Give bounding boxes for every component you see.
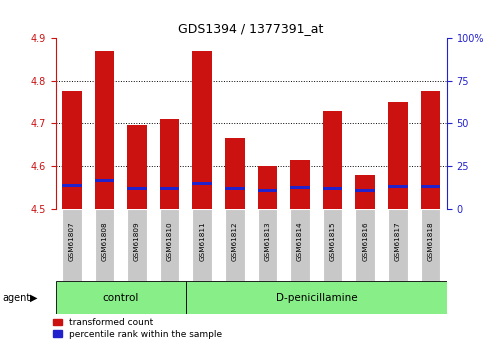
Bar — [323, 209, 342, 281]
Bar — [388, 209, 408, 281]
Bar — [160, 209, 180, 281]
Bar — [128, 209, 147, 281]
Bar — [225, 138, 245, 209]
Bar — [95, 51, 114, 209]
Text: agent: agent — [2, 293, 30, 303]
Bar — [355, 189, 375, 192]
Bar — [193, 51, 212, 209]
Bar — [95, 209, 114, 281]
Bar — [290, 186, 310, 189]
Text: GSM61816: GSM61816 — [362, 221, 368, 261]
Text: GSM61817: GSM61817 — [395, 221, 401, 261]
Text: D-penicillamine: D-penicillamine — [276, 293, 357, 303]
Text: GSM61814: GSM61814 — [297, 221, 303, 261]
Bar — [323, 110, 342, 209]
Bar — [62, 91, 82, 209]
Bar — [258, 189, 277, 192]
Bar — [186, 281, 447, 314]
Bar — [421, 209, 440, 281]
Bar — [225, 187, 245, 190]
Bar — [193, 183, 212, 186]
Bar — [128, 126, 147, 209]
Bar — [62, 184, 82, 187]
Text: GSM61809: GSM61809 — [134, 221, 140, 261]
Text: GSM61808: GSM61808 — [101, 221, 107, 261]
Bar — [355, 175, 375, 209]
Bar — [258, 166, 277, 209]
Legend: transformed count, percentile rank within the sample: transformed count, percentile rank withi… — [53, 318, 222, 339]
Bar — [160, 119, 180, 209]
Text: GSM61812: GSM61812 — [232, 221, 238, 261]
Bar — [388, 102, 408, 209]
Bar — [355, 209, 375, 281]
Text: GSM61815: GSM61815 — [330, 221, 336, 261]
Text: GSM61811: GSM61811 — [199, 221, 205, 261]
Bar — [160, 187, 180, 190]
Bar — [128, 187, 147, 190]
Bar — [193, 209, 212, 281]
Title: GDS1394 / 1377391_at: GDS1394 / 1377391_at — [179, 22, 324, 36]
Bar — [56, 281, 186, 314]
Bar — [258, 209, 277, 281]
Bar — [290, 160, 310, 209]
Bar — [323, 187, 342, 190]
Bar — [225, 209, 245, 281]
Bar — [62, 209, 82, 281]
Text: GSM61813: GSM61813 — [265, 221, 270, 261]
Text: GSM61818: GSM61818 — [427, 221, 433, 261]
Bar — [388, 185, 408, 188]
Text: GSM61810: GSM61810 — [167, 221, 172, 261]
Text: ▶: ▶ — [30, 293, 38, 303]
Bar — [290, 209, 310, 281]
Bar — [95, 179, 114, 183]
Bar — [421, 185, 440, 188]
Text: GSM61807: GSM61807 — [69, 221, 75, 261]
Bar — [421, 91, 440, 209]
Text: control: control — [102, 293, 139, 303]
